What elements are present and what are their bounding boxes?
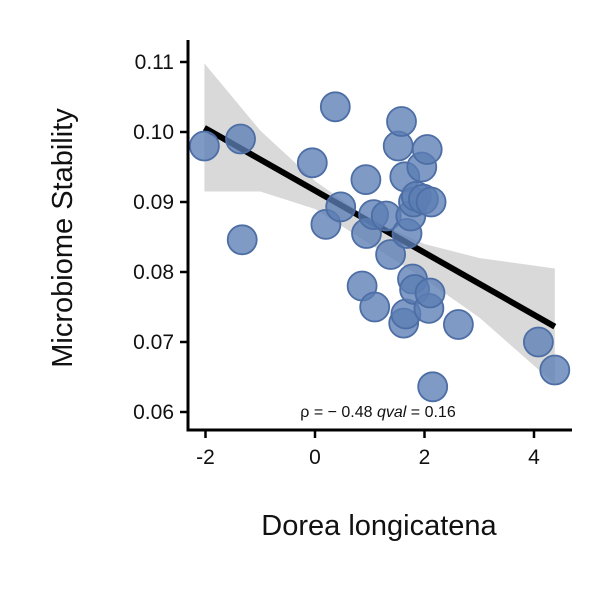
data-point xyxy=(359,291,391,323)
y-tick-label: 0.11 xyxy=(135,51,174,74)
data-point xyxy=(523,326,554,358)
y-tick-label: 0.07 xyxy=(133,331,174,354)
y-tick-label: 0.09 xyxy=(133,191,174,214)
data-point xyxy=(188,130,220,162)
data-point xyxy=(417,371,449,403)
data-point xyxy=(539,354,571,386)
data-point xyxy=(296,147,328,179)
qval-value: = 0.16 xyxy=(406,404,455,421)
y-tick-label: 0.08 xyxy=(133,261,174,284)
confidence-band xyxy=(204,63,555,385)
x-tick-label: 4 xyxy=(528,446,540,469)
x-tick-label: -2 xyxy=(196,446,215,469)
data-point xyxy=(225,123,256,155)
data-point xyxy=(350,164,382,196)
data-points-layer xyxy=(188,91,571,403)
confidence-band-layer xyxy=(204,63,555,385)
data-point xyxy=(414,277,446,309)
y-tick-label: 0.10 xyxy=(133,121,174,144)
qval-symbol: qval xyxy=(377,404,407,421)
axes-layer xyxy=(186,40,572,432)
tick-layer: -2 0 2 4 0.06 0.07 0.08 0.09 0.10 0.11 xyxy=(133,51,540,469)
data-point xyxy=(442,309,474,340)
data-point xyxy=(411,134,443,165)
y-axis-label: Microbiome Stability xyxy=(47,108,79,368)
data-point xyxy=(319,91,351,123)
data-point xyxy=(386,106,417,137)
data-point xyxy=(226,224,258,256)
data-point xyxy=(375,239,407,270)
x-tick-label: 0 xyxy=(309,446,321,469)
data-point xyxy=(325,191,357,223)
rho-value: = − 0.48 xyxy=(309,404,377,421)
x-tick-label: 2 xyxy=(419,446,431,469)
statistics-annotation: ρ = − 0.48 qval = 0.16 xyxy=(300,404,456,421)
y-tick-label: 0.06 xyxy=(133,401,174,424)
x-axis-label: Dorea longicatena xyxy=(261,510,497,542)
data-point xyxy=(415,186,447,218)
rho-symbol: ρ xyxy=(300,404,309,421)
